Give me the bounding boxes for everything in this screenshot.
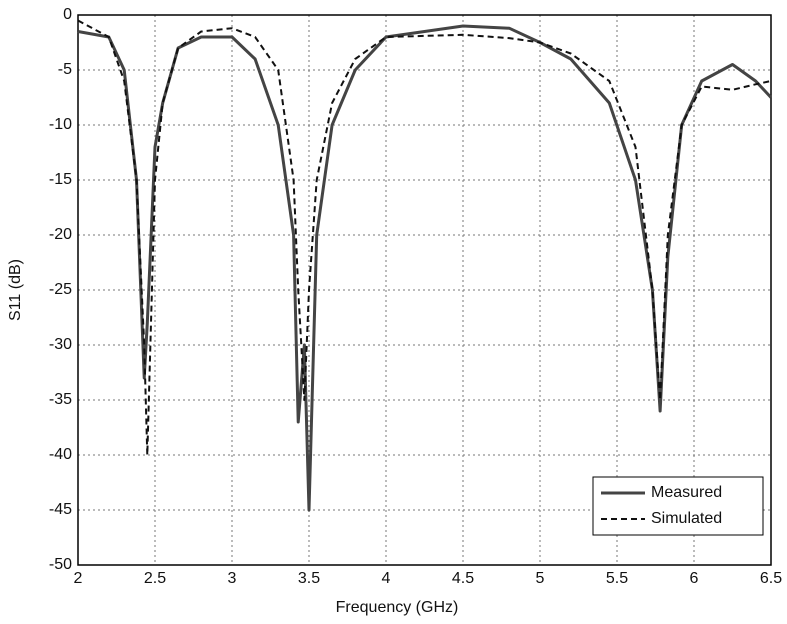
- x-axis-label: Frequency (GHz): [336, 599, 459, 616]
- x-tick-label: 5: [536, 570, 545, 587]
- x-tick-label: 2.5: [144, 570, 166, 587]
- y-tick-label: -20: [49, 226, 72, 243]
- y-tick-label: -40: [49, 446, 72, 463]
- y-tick-label: -15: [49, 171, 72, 188]
- x-tick-label: 3: [228, 570, 237, 587]
- x-tick-label: 4: [382, 570, 391, 587]
- x-tick-label: 5.5: [606, 570, 628, 587]
- y-tick-label: -50: [49, 556, 72, 573]
- y-tick-label: -45: [49, 501, 72, 518]
- data-line: [77, 24, 773, 512]
- y-tick-label: -35: [49, 391, 72, 408]
- legend-box: [592, 476, 764, 536]
- y-tick-label: -10: [49, 116, 72, 133]
- x-tick-label: 4.5: [452, 570, 474, 587]
- data-line: [77, 19, 772, 456]
- legend-label: Measured: [651, 484, 722, 501]
- x-tick-label: 3.5: [298, 570, 320, 587]
- x-tick-label: 6.5: [760, 570, 782, 587]
- y-axis-label: S11 (dB): [7, 259, 24, 321]
- y-tick-label: -30: [49, 336, 72, 353]
- y-tick-label: -5: [58, 61, 72, 78]
- x-tick-label: 2: [74, 570, 83, 587]
- x-tick-label: 6: [690, 570, 699, 587]
- y-tick-label: 0: [63, 6, 72, 23]
- legend-label: Simulated: [651, 510, 722, 527]
- y-tick-label: -25: [49, 281, 72, 298]
- plot-frame: [77, 14, 772, 566]
